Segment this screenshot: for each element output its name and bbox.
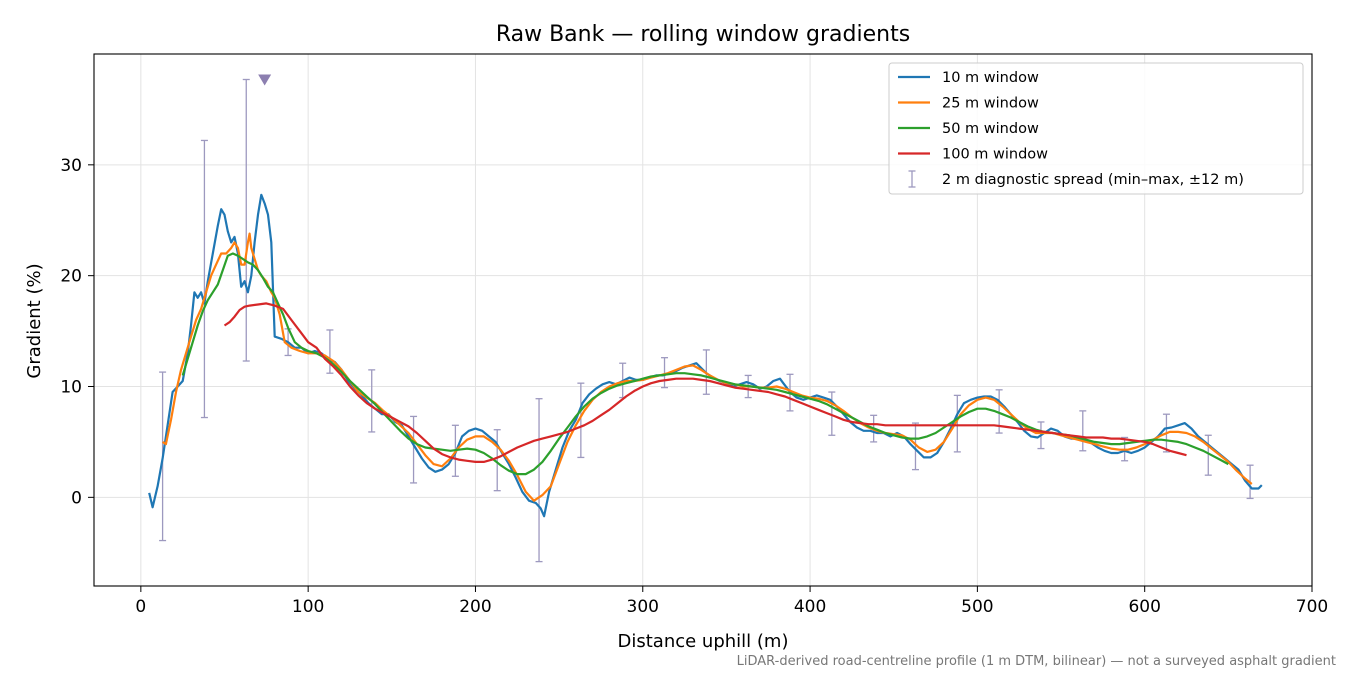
legend-label-1: 25 m window (942, 96, 1039, 112)
x-tick-label-2: 200 (459, 597, 491, 617)
y-tick-label-3: 30 (60, 156, 82, 176)
legend: 10 m window 25 m window 50 m window 100 m w… (888, 62, 1304, 195)
diagnostic-bar-6 (410, 415, 418, 484)
series-line-3 (223, 302, 1187, 463)
clipped-max-marker (258, 74, 272, 86)
plot-frame (93, 53, 1313, 587)
x-tick-label-1: 100 (292, 597, 324, 617)
x-tick-label-3: 300 (627, 597, 659, 617)
diagnostic-bar-4 (326, 329, 334, 374)
x-tick-label-0: 0 (135, 597, 146, 617)
diagnostic-bar-22 (1079, 410, 1087, 452)
series-line-1 (161, 232, 1253, 502)
y-tick-label-2: 20 (60, 267, 82, 287)
y-tick-label-0: 0 (71, 488, 82, 508)
diagnostic-bar-9 (535, 398, 543, 563)
legend-label-3: 100 m window (942, 147, 1048, 163)
legend-label-diagnostic: 2 m diagnostic spread (min–max, ±12 m) (942, 172, 1244, 188)
diagnostic-bar-18 (911, 422, 919, 471)
diagnostic-bar-1 (200, 139, 208, 419)
diagnostic-bar-19 (953, 394, 961, 453)
x-tick-label-5: 500 (961, 597, 993, 617)
y-tick-label-1: 10 (60, 378, 82, 398)
x-tick-label-6: 600 (1128, 597, 1160, 617)
series-line-2 (181, 252, 1229, 476)
series-lines (148, 193, 1263, 518)
x-tick-label-4: 400 (794, 597, 826, 617)
y-axis-ticks: 0 10 20 30 (60, 156, 94, 508)
x-axis-label: Distance uphill (m) (618, 631, 789, 652)
diagnostic-bar-2 (242, 78, 250, 362)
series-line-0 (148, 193, 1263, 518)
x-axis-ticks: 0 100 200 300 400 500 600 700 (135, 586, 1328, 617)
legend-swatch-diagnostic (908, 170, 916, 188)
diagnostic-bar-25 (1204, 434, 1212, 476)
diagnostic-bar-16 (828, 391, 836, 436)
legend-label-0: 10 m window (942, 70, 1039, 86)
y-axis-label: Gradient (%) (24, 263, 45, 378)
footnote: LiDAR-derived road-centreline profile (1… (737, 654, 1336, 669)
legend-box (888, 62, 1304, 195)
diagnostic-bar-10 (577, 382, 585, 459)
chart-title: Raw Bank — rolling window gradients (496, 22, 910, 47)
diagnostic-bar-8 (493, 429, 501, 492)
diagnostic-bar-12 (661, 357, 669, 389)
x-tick-label-7: 700 (1296, 597, 1328, 617)
legend-label-2: 50 m window (942, 121, 1039, 137)
